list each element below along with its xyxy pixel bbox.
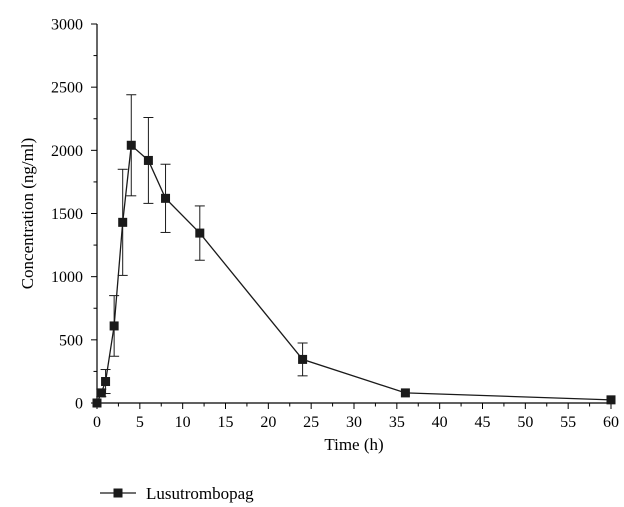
x-axis-title: Time (h) (324, 435, 383, 454)
y-axis-ticks: 0 500 1000 1500 2000 2500 3000 (51, 17, 97, 413)
y-tick-label: 1500 (51, 206, 83, 223)
x-tick-label: 55 (560, 414, 576, 431)
x-tick-label: 45 (475, 414, 491, 431)
y-axis-title: Concentration (ng/ml) (18, 138, 37, 290)
x-tick-label: 50 (517, 414, 533, 431)
x-tick-label: 40 (432, 414, 448, 431)
y-tick-label: 2500 (51, 80, 83, 97)
data-point (298, 354, 308, 364)
data-point (96, 388, 106, 398)
x-tick-label: 60 (603, 414, 619, 431)
x-tick-label: 20 (260, 414, 276, 431)
legend: Lusutrombopag (100, 484, 254, 503)
x-axis-ticks: 0 5 10 15 20 25 30 35 40 45 50 55 60 (93, 403, 619, 431)
series-group (92, 94, 616, 408)
x-tick-label: 0 (93, 414, 101, 431)
data-point (126, 140, 136, 150)
legend-marker-swatch (113, 488, 123, 498)
y-tick-label: 1000 (51, 269, 83, 286)
data-point (195, 228, 205, 238)
x-tick-label: 30 (346, 414, 362, 431)
legend-label: Lusutrombopag (146, 484, 254, 503)
data-point (143, 155, 153, 165)
y-tick-label: 500 (59, 332, 83, 349)
data-point (101, 377, 111, 387)
data-point (109, 321, 119, 331)
series-line (96, 143, 612, 404)
y-tick-label: 3000 (51, 17, 83, 34)
x-tick-label: 35 (389, 414, 405, 431)
data-point (400, 388, 410, 398)
data-point (606, 395, 616, 405)
x-tick-label: 25 (303, 414, 319, 431)
x-tick-label: 10 (175, 414, 191, 431)
y-tick-label: 2000 (51, 143, 83, 160)
axes (96, 24, 611, 404)
data-point (118, 217, 128, 227)
y-tick-label: 0 (75, 396, 83, 413)
data-point (92, 398, 102, 408)
data-point (161, 193, 171, 203)
x-tick-label: 15 (218, 414, 234, 431)
x-tick-label: 5 (136, 414, 144, 431)
